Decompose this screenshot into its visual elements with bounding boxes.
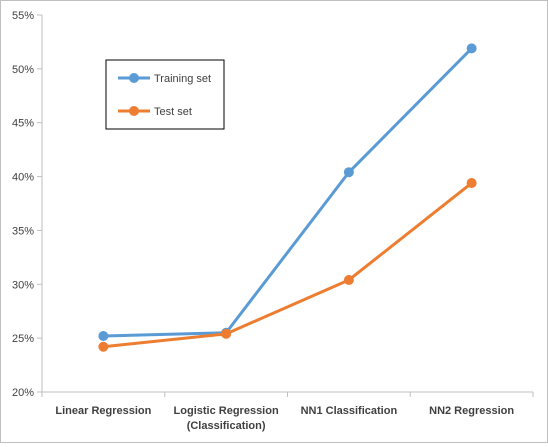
data-point — [221, 328, 232, 339]
data-point — [466, 43, 477, 54]
y-tick-label: 55% — [12, 10, 34, 22]
legend-label: Training set — [154, 73, 211, 85]
series-line — [103, 47, 473, 338]
y-tick-label: 50% — [12, 64, 34, 76]
data-point — [98, 330, 109, 341]
data-point — [343, 274, 354, 285]
y-tick-label: 35% — [12, 225, 34, 237]
legend-box — [105, 59, 225, 130]
legend-swatch-marker — [129, 73, 139, 83]
legend-label: Test set — [154, 106, 192, 118]
data-point — [98, 341, 109, 352]
x-category-label: Linear Regression — [55, 405, 151, 417]
legend-swatch-marker — [129, 106, 139, 116]
y-tick-label: 20% — [12, 387, 34, 399]
data-point — [343, 167, 354, 178]
y-tick-label: 30% — [12, 279, 34, 291]
y-tick-label: 45% — [12, 118, 34, 130]
y-tick-label: 25% — [12, 333, 34, 345]
x-category-label: (Classification) — [187, 420, 266, 432]
data-point — [466, 178, 477, 189]
y-tick-label: 40% — [12, 172, 34, 184]
x-category-label: NN2 Regression — [429, 405, 514, 417]
x-category-label: NN1 Classification — [301, 405, 398, 417]
series-line — [103, 181, 473, 349]
x-category-label: Logistic Regression — [174, 405, 279, 417]
